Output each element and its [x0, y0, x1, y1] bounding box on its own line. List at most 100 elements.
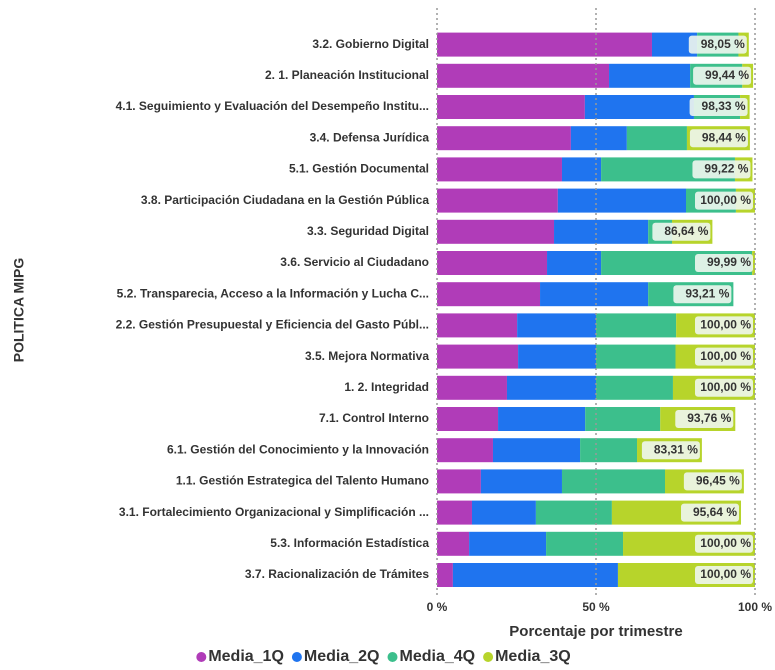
total-label: 93,21 %	[685, 286, 729, 300]
category-label: 2. 1. Planeación Institucional	[265, 68, 429, 82]
bar-segment	[437, 282, 541, 307]
total-label: 100,00 %	[700, 536, 751, 550]
legend-label: Media_3Q	[495, 648, 571, 665]
bar-segment	[561, 157, 602, 182]
bar-segment	[626, 126, 687, 151]
total-label: 100,00 %	[700, 318, 751, 332]
total-label-box	[693, 66, 752, 85]
total-label: 99,99 %	[707, 255, 751, 269]
category-label: 3.7. Racionalización de Trámites	[245, 567, 429, 581]
legend-marker	[196, 652, 207, 662]
bar-segment	[596, 375, 673, 400]
bar-segment	[437, 531, 470, 556]
bar-segment	[554, 219, 649, 244]
legend-label: Media_4Q	[400, 648, 476, 665]
total-label: 99,44 %	[705, 68, 749, 82]
total-label: 83,31 %	[654, 442, 698, 456]
bar-segment	[570, 126, 627, 151]
total-label: 95,64 %	[693, 505, 737, 519]
total-label-box	[695, 534, 753, 553]
category-label: 3.2. Gobierno Digital	[312, 37, 429, 51]
total-label-box	[692, 160, 751, 179]
total-label: 98,05 %	[701, 37, 745, 51]
total-label-box	[675, 410, 734, 428]
total-label-box	[695, 566, 753, 584]
total-label-box	[673, 285, 732, 304]
total-label-box	[695, 191, 753, 210]
bar-segment	[480, 469, 562, 494]
bar-segment	[584, 95, 694, 119]
bar-segment	[437, 313, 518, 338]
total-label-box	[695, 378, 753, 397]
total-label: 100,00 %	[700, 349, 751, 363]
bar-segment	[580, 438, 638, 463]
bar-segment	[609, 63, 691, 88]
category-label: 3.1. Fortalecimiento Organizacional y Si…	[119, 505, 429, 519]
bar-segment	[437, 126, 571, 151]
bar-segment	[437, 251, 548, 275]
total-label: 100,00 %	[700, 193, 751, 207]
total-label-box	[683, 472, 742, 491]
category-label: 7.1. Control Interno	[319, 411, 429, 425]
total-label-box	[688, 35, 747, 54]
y-axis-title: POLITICA MIPG	[11, 258, 27, 363]
total-label: 96,45 %	[696, 474, 740, 488]
bar-segment	[437, 500, 472, 525]
x-tick-label: 0 %	[427, 600, 448, 614]
bar-segment	[437, 188, 558, 213]
bar-segment	[518, 344, 596, 369]
bar-segment	[517, 313, 596, 338]
legend-label: Media_1Q	[208, 648, 284, 665]
bar-segment	[498, 407, 586, 431]
category-label: 1.1. Gestión Estrategica del Talento Hum…	[176, 474, 429, 488]
bar-segment	[437, 32, 652, 57]
total-label: 98,44 %	[702, 130, 746, 144]
bar-segment	[469, 531, 547, 556]
bar-segment	[437, 375, 507, 400]
bar-segment	[437, 469, 481, 494]
category-label: 3.4. Defensa Jurídica	[310, 130, 430, 144]
bar-segment	[437, 157, 562, 182]
total-label-box	[681, 503, 740, 522]
total-label: 86,64 %	[664, 224, 708, 238]
bar-segment	[752, 251, 755, 275]
category-label: 3.8. Participación Ciudadana en la Gesti…	[141, 193, 429, 207]
bar-segment	[596, 313, 677, 338]
bar-segment	[492, 438, 581, 463]
legend-label: Media_2Q	[304, 648, 380, 665]
category-label: 5.2. Transparecia, Acceso a la Informaci…	[117, 286, 429, 300]
total-label: 99,22 %	[704, 162, 748, 176]
total-label: 98,33 %	[702, 99, 746, 113]
total-label: 93,76 %	[687, 411, 731, 425]
bar-segment	[557, 188, 686, 213]
bar-segment	[437, 563, 453, 587]
x-tick-label: 100 %	[738, 600, 772, 614]
total-label-box	[641, 441, 700, 460]
bar-segment	[437, 344, 519, 369]
category-label: 2.2. Gestión Presupuestal y Eficiencia d…	[116, 318, 429, 332]
category-label: 3.5. Mejora Normativa	[305, 349, 429, 363]
category-label: 5.3. Información Estadística	[270, 536, 429, 550]
category-label: 5.1. Gestión Documental	[289, 162, 429, 176]
x-axis-title: Porcentaje por trimestre	[509, 623, 682, 640]
total-label-box	[695, 316, 753, 335]
bar-segment	[585, 407, 661, 431]
x-tick-label: 50 %	[582, 600, 610, 614]
bar-segment	[535, 500, 612, 525]
category-label: 3.6. Servicio al Ciudadano	[280, 255, 429, 269]
bar-segment	[437, 63, 610, 88]
total-label: 100,00 %	[700, 380, 751, 394]
bar-segment	[561, 469, 666, 494]
total-label-box	[689, 129, 748, 148]
total-label-box	[695, 254, 753, 272]
total-label-box	[652, 222, 711, 241]
total-label-box	[695, 347, 753, 366]
category-label: 4.1. Seguimiento y Evaluación del Desemp…	[116, 99, 429, 113]
bar-segment	[437, 438, 493, 463]
bar-segment	[547, 251, 602, 275]
bar-segment	[437, 407, 499, 431]
category-label: 6.1. Gestión del Conocimiento y la Innov…	[167, 442, 429, 456]
bar-segment	[471, 500, 536, 525]
bar-segment	[506, 375, 596, 400]
